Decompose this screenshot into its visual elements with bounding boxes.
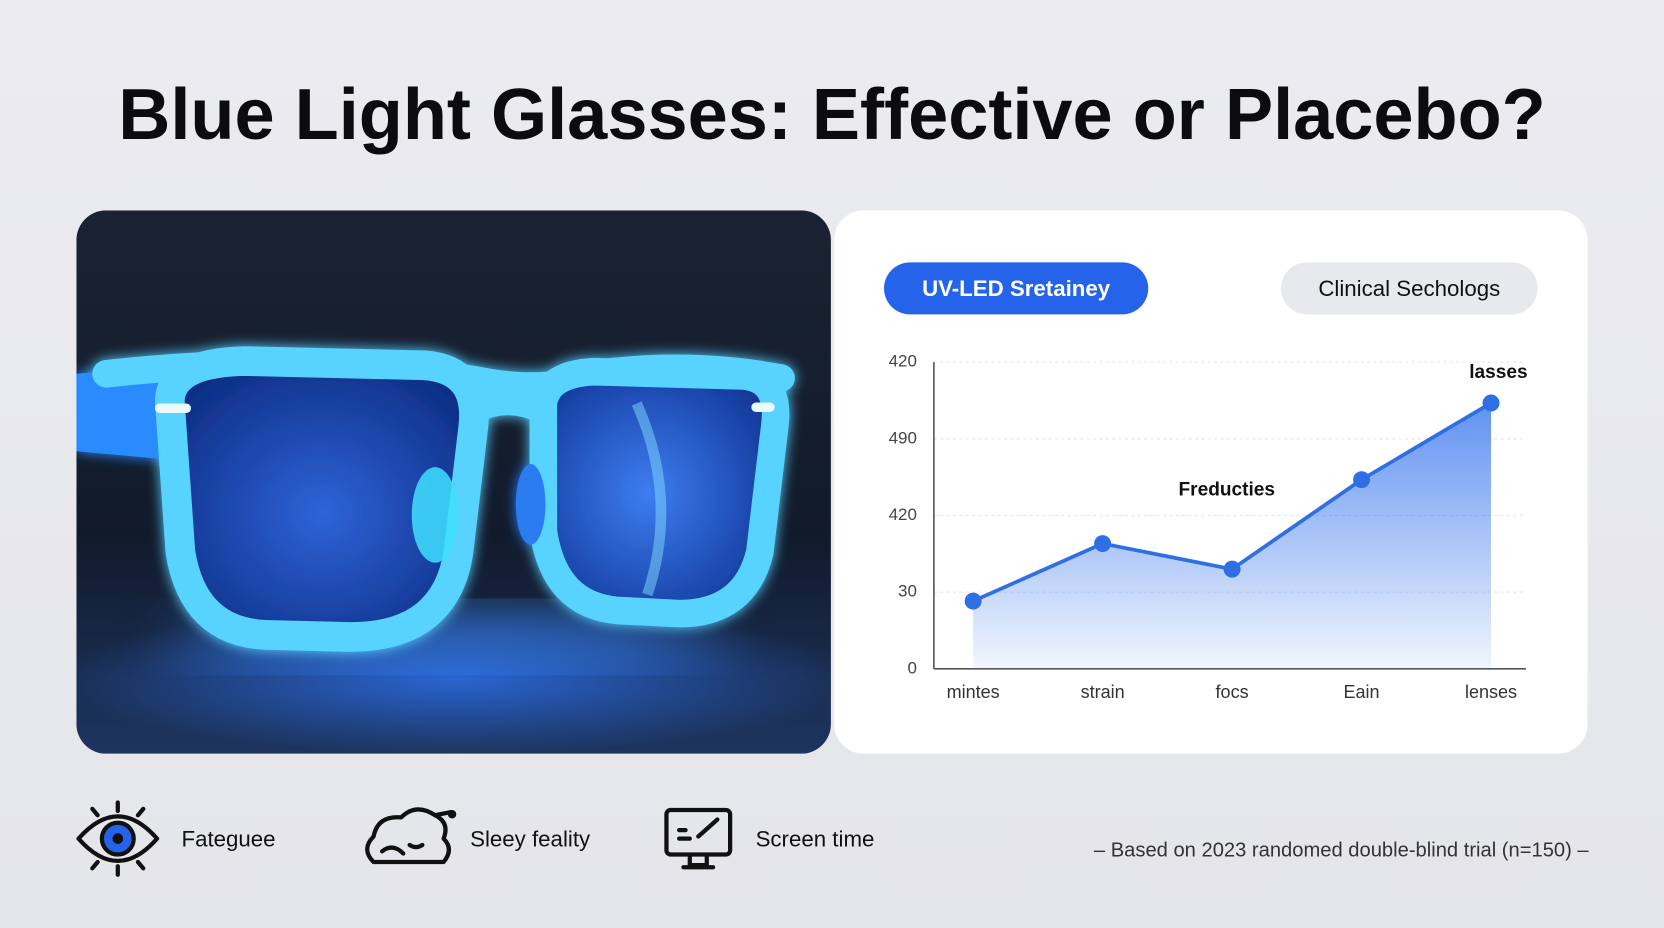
- y-tick-label: 30: [898, 582, 917, 601]
- page-title: Blue Light Glasses: Effective or Placebo…: [118, 75, 1545, 155]
- annotation: lasses: [1469, 362, 1527, 383]
- tab[interactable]: [1280, 262, 1538, 315]
- area: [973, 403, 1492, 669]
- glasses-photo: [76, 210, 831, 754]
- tab-label[interactable]: UV-LED Sretainey: [922, 276, 1111, 301]
- feature-label: Screen time: [756, 827, 875, 852]
- x-tick-label: mintes: [947, 682, 1000, 702]
- annotation: Freducties: [1178, 480, 1275, 501]
- y-tick-label: 420: [889, 352, 917, 371]
- feature-label: Sleey feality: [470, 827, 591, 852]
- feature-label: Fateguee: [181, 827, 275, 852]
- line-chart: 0 30 420 490 420 mintes strain focs Eain lenses Fr…: [889, 352, 1528, 702]
- tab-label[interactable]: Clinical Sechologs: [1318, 276, 1500, 301]
- x-tick-label: strain: [1081, 682, 1125, 702]
- feature-icons: [76, 800, 733, 877]
- point: [1223, 560, 1241, 578]
- x-tick-label: focs: [1216, 682, 1249, 702]
- y-tick-label: 0: [907, 658, 916, 677]
- sleep-icon: [365, 807, 452, 865]
- x-tick-label: lenses: [1465, 682, 1517, 702]
- footnote: – Based on 2023 randomed double-blind tr…: [1094, 840, 1590, 862]
- point: [1482, 394, 1500, 412]
- screen-icon: [664, 807, 733, 857]
- x-tick-label: Eain: [1344, 682, 1380, 702]
- y-tick-label: 490: [889, 428, 917, 447]
- point: [1094, 535, 1112, 553]
- point: [1353, 471, 1371, 489]
- eye-icon: [76, 814, 160, 863]
- y-tick-label: 420: [889, 505, 917, 524]
- point: [964, 592, 982, 610]
- tab-active[interactable]: [884, 262, 1149, 315]
